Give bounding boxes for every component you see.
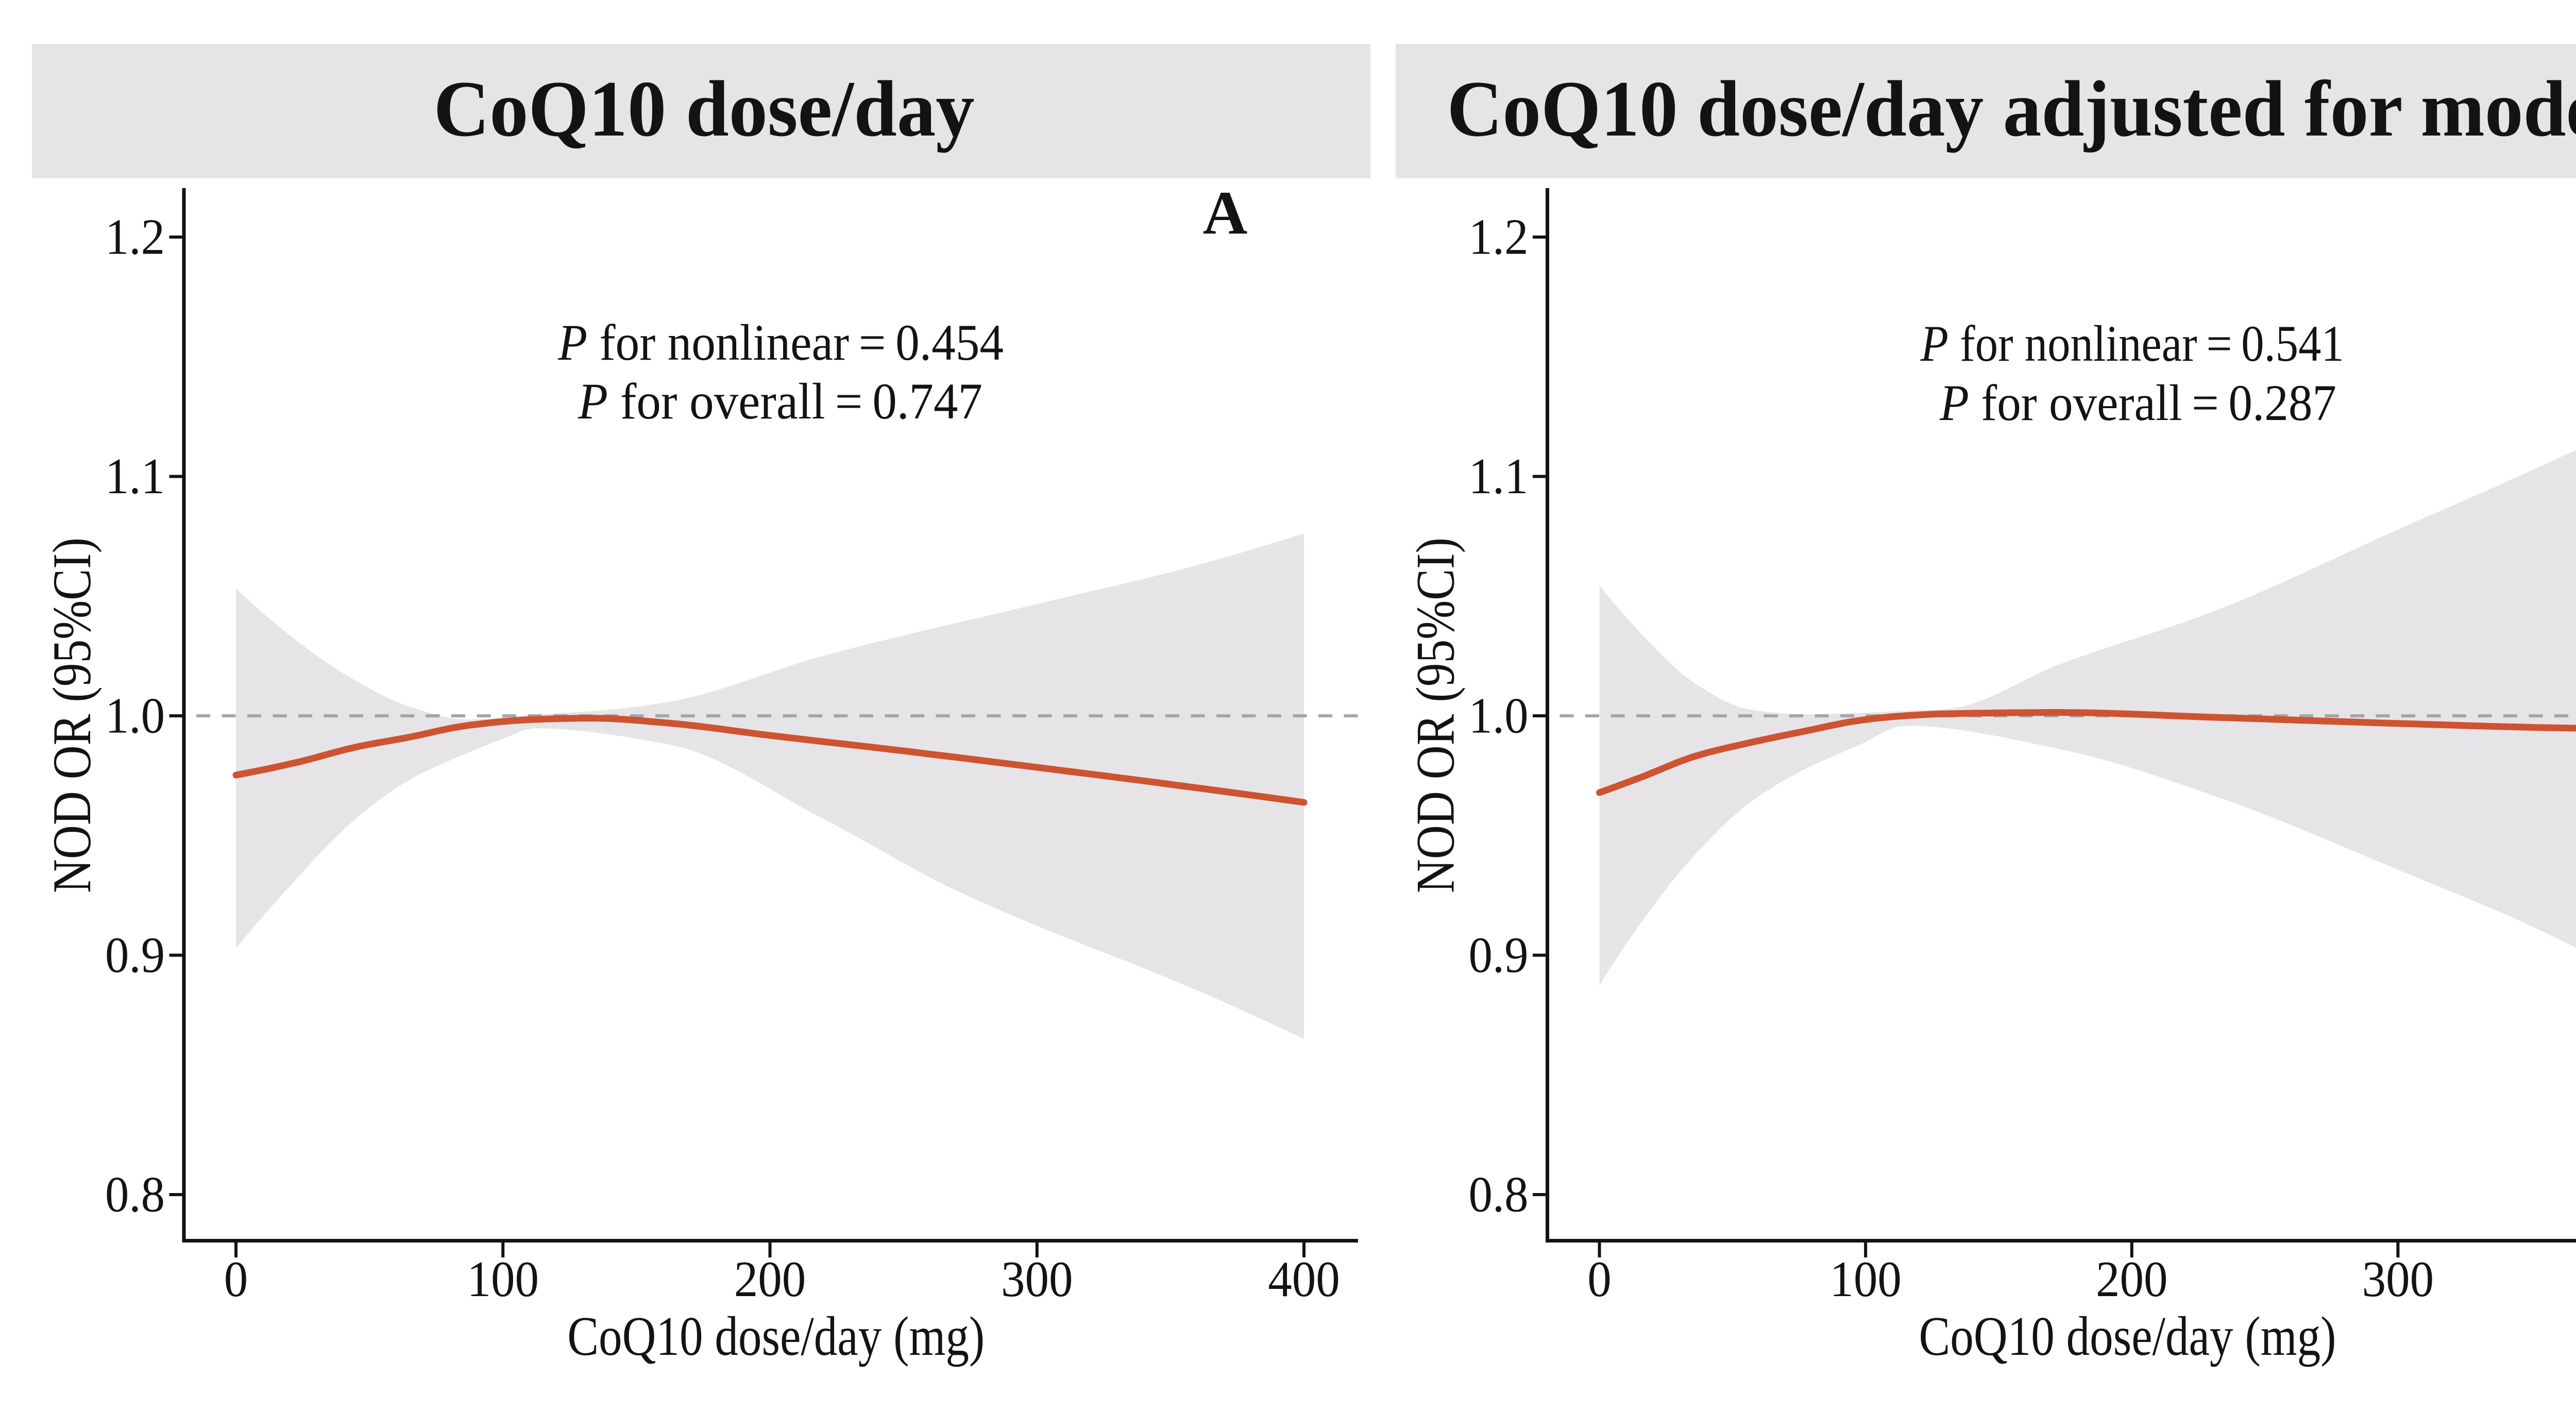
svg-text:A: A bbox=[1203, 178, 1248, 247]
svg-text:300: 300 bbox=[2362, 1251, 2434, 1307]
svg-text:P for overall = 0.747: P for overall = 0.747 bbox=[578, 373, 982, 430]
svg-text:0.8: 0.8 bbox=[1469, 1167, 1529, 1223]
svg-text:CoQ10 dose/day adjusted for mo: CoQ10 dose/day adjusted for model 1 bbox=[1447, 64, 2576, 153]
svg-text:NOD OR (95%CI): NOD OR (95%CI) bbox=[1405, 538, 1466, 893]
svg-text:0.9: 0.9 bbox=[1469, 927, 1529, 983]
svg-text:1.2: 1.2 bbox=[1469, 209, 1529, 265]
svg-text:1.0: 1.0 bbox=[1469, 688, 1529, 744]
svg-text:CoQ10 dose/day (mg): CoQ10 dose/day (mg) bbox=[567, 1306, 985, 1367]
svg-text:1.0: 1.0 bbox=[105, 688, 165, 744]
svg-text:1.1: 1.1 bbox=[105, 448, 165, 505]
svg-text:P for overall = 0.287: P for overall = 0.287 bbox=[1939, 374, 2336, 431]
svg-text:0.9: 0.9 bbox=[105, 927, 165, 983]
svg-text:100: 100 bbox=[1829, 1251, 1902, 1307]
svg-text:300: 300 bbox=[1001, 1251, 1073, 1307]
svg-text:200: 200 bbox=[2096, 1251, 2168, 1307]
svg-text:CoQ10 dose/day (mg): CoQ10 dose/day (mg) bbox=[1919, 1306, 2336, 1367]
svg-text:200: 200 bbox=[734, 1251, 806, 1307]
svg-text:0: 0 bbox=[224, 1251, 248, 1307]
svg-text:0: 0 bbox=[1587, 1251, 1612, 1307]
svg-text:400: 400 bbox=[1268, 1251, 1340, 1307]
svg-text:NOD OR (95%CI): NOD OR (95%CI) bbox=[42, 538, 102, 893]
svg-text:1.2: 1.2 bbox=[105, 209, 165, 265]
svg-text:CoQ10 dose/day: CoQ10 dose/day bbox=[434, 64, 975, 153]
svg-text:1.1: 1.1 bbox=[1469, 448, 1529, 505]
svg-text:0.8: 0.8 bbox=[105, 1167, 165, 1223]
svg-text:P for nonlinear = 0.541: P for nonlinear = 0.541 bbox=[1920, 315, 2344, 372]
svg-text:P for nonlinear = 0.454: P for nonlinear = 0.454 bbox=[557, 314, 1004, 371]
svg-text:100: 100 bbox=[467, 1251, 539, 1307]
